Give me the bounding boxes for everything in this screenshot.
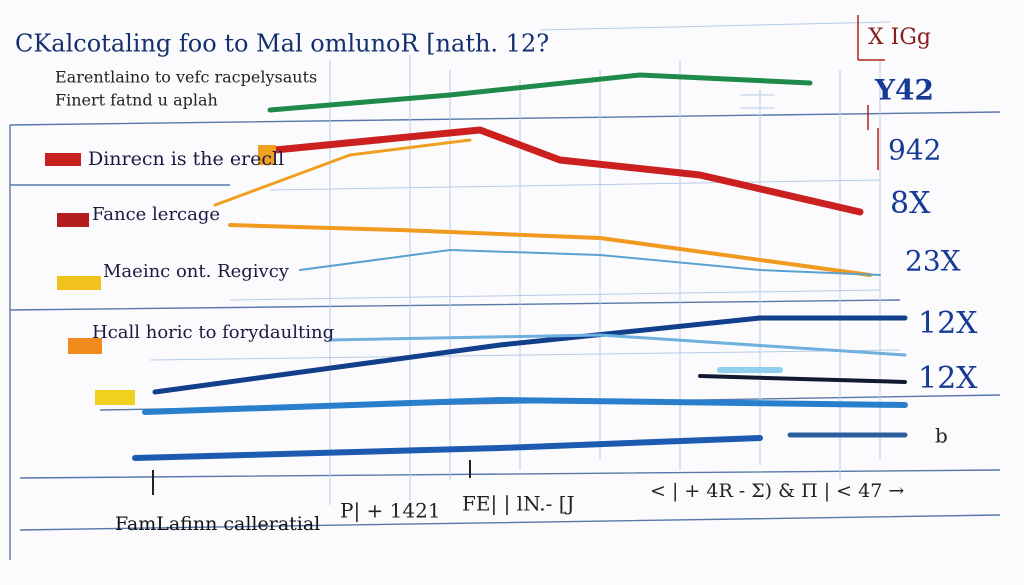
footer-note: FE| | lN.- [J — [462, 492, 575, 517]
swatch — [57, 276, 101, 290]
light-blue-line — [328, 333, 907, 357]
legend-label: Hcall horic to forydaulting — [92, 322, 334, 343]
legend-label: Maeinc ont. Regivcy — [103, 261, 290, 282]
blue-line — [132, 435, 763, 461]
orange-line — [228, 223, 872, 277]
swatch — [45, 153, 81, 166]
swatch — [95, 390, 135, 405]
right-label: b — [935, 424, 948, 448]
swatch — [57, 213, 89, 227]
subtitle: Earentlaino to vefc racpelysauts — [55, 68, 317, 87]
swatch — [258, 145, 276, 165]
green-line — [267, 72, 813, 113]
arrow — [152, 460, 471, 495]
right-label: X IGg — [868, 25, 931, 50]
right-label: 12X — [918, 306, 978, 341]
blue-line — [142, 397, 908, 415]
legend-label: Dinrecn is the erecll — [88, 148, 284, 170]
subtitle: Finert fatnd u aplah — [55, 91, 218, 110]
footer-note: P| + 1421 — [340, 499, 441, 524]
navy-line — [152, 315, 908, 395]
grid-lines — [149, 21, 901, 505]
light-blue-line — [299, 249, 881, 276]
footer-label: FamLafinn calleratial — [115, 513, 320, 535]
right-label: 8X — [890, 186, 931, 221]
swatch — [68, 338, 102, 354]
title: CKalcotaling foo to Mal omlunoR [nath. 1… — [15, 30, 549, 58]
footer-note: < | + 4R - Σ) & Π | < 47 → — [650, 480, 904, 502]
legend-label: Fance lercage — [92, 204, 220, 225]
bracket — [867, 105, 879, 170]
right-label: 23X — [905, 245, 961, 278]
right-label: 12X — [918, 361, 978, 396]
orange-line — [213, 138, 472, 207]
right-label: 942 — [888, 134, 941, 167]
right-label: Y42 — [874, 74, 934, 107]
red-line — [271, 126, 864, 216]
bracket — [857, 15, 885, 61]
black-line — [698, 374, 907, 384]
